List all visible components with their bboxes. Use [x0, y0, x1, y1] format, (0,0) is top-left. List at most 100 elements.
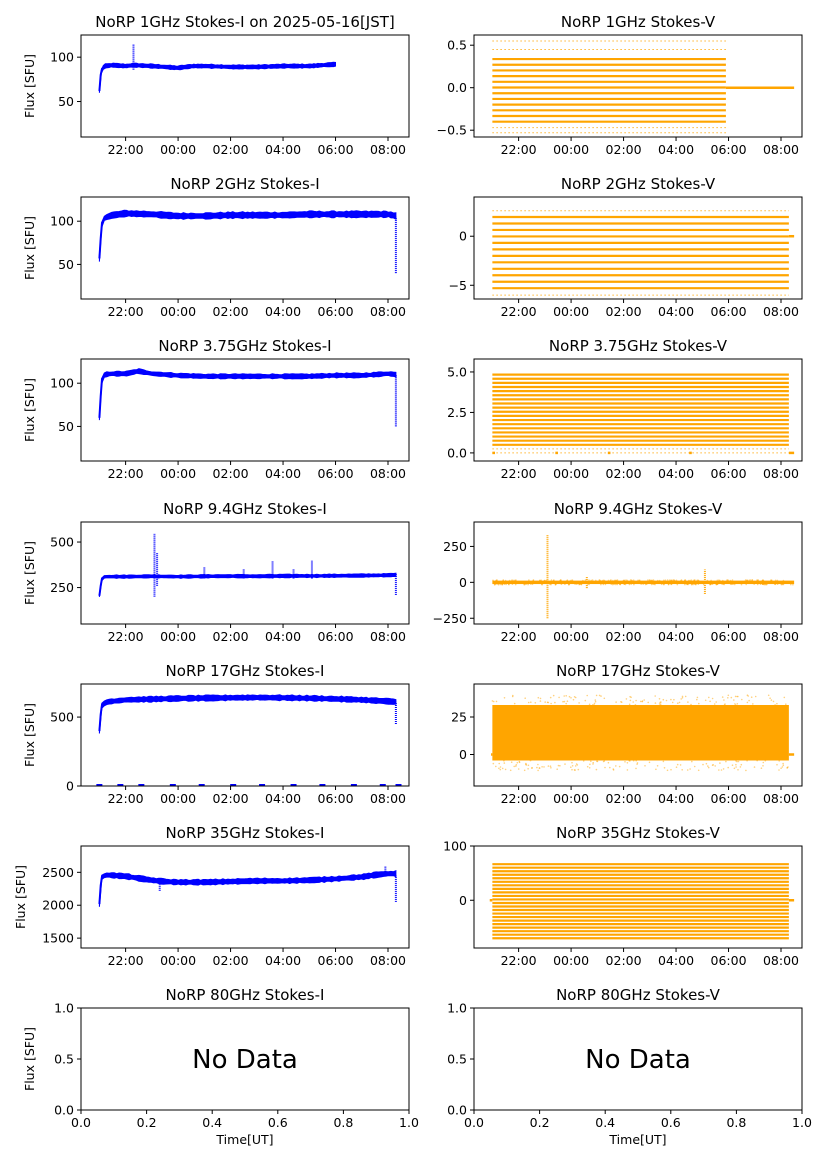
series-point — [618, 583, 621, 585]
series-0 — [492, 579, 795, 586]
y-tick-label: 2000 — [42, 898, 74, 913]
series-point — [739, 766, 742, 768]
series-point — [707, 766, 710, 769]
series-point — [753, 766, 756, 768]
series-point — [698, 702, 700, 705]
series-point — [782, 579, 785, 582]
series-point — [771, 579, 773, 582]
series-point — [513, 765, 515, 768]
series-point — [740, 583, 743, 586]
series-point — [722, 579, 724, 582]
series-point — [625, 698, 628, 700]
series-point — [750, 696, 753, 698]
plot-area — [492, 373, 795, 455]
series-point — [559, 765, 561, 767]
series-point — [647, 701, 649, 704]
series-point — [648, 761, 651, 764]
series-point — [503, 697, 506, 699]
series-point — [721, 583, 723, 585]
y-tick-label: 0.0 — [447, 80, 467, 95]
series-point — [714, 765, 716, 767]
series-point — [632, 701, 634, 703]
x-tick-label: 06:00 — [711, 304, 747, 319]
series-0 — [98, 694, 397, 734]
series-point — [786, 767, 788, 769]
x-tick-label: 22:00 — [108, 466, 144, 481]
series-point — [549, 765, 552, 767]
series-point — [616, 583, 619, 586]
series-point — [610, 583, 613, 585]
plot-area — [492, 534, 795, 619]
series-point — [723, 699, 725, 701]
series-point — [762, 583, 764, 585]
series-point — [639, 579, 641, 582]
y-tick-label: 1500 — [42, 931, 74, 946]
series-point — [774, 579, 777, 582]
y-tick-label: −5 — [449, 278, 467, 293]
x-tick-label: 1.0 — [792, 1115, 812, 1130]
series-point — [678, 701, 681, 704]
x-tick-label: 04:00 — [265, 142, 301, 157]
series-point — [511, 583, 514, 585]
series-point — [640, 583, 642, 585]
x-tick-label: 0.4 — [202, 1115, 222, 1130]
series-point — [694, 579, 696, 581]
series-line — [98, 63, 336, 91]
series-point — [525, 763, 527, 766]
series-point — [607, 579, 610, 582]
series-band — [98, 694, 397, 734]
series-point — [706, 579, 709, 582]
series-point — [582, 579, 584, 582]
series-point — [662, 760, 665, 763]
panel-80ghz-v: 0.0 0.2 0.4 0.6 0.8 1.0 0.0 0.5 1.0 NoRP 80GHz St… — [447, 986, 812, 1147]
series-point — [679, 764, 682, 766]
series-point — [782, 583, 784, 585]
x-tick-label: 00:00 — [160, 629, 196, 644]
series-point — [603, 697, 606, 700]
panel-2ghz-i: 22:00 00:00 02:00 04:00 06:00 08:00 50 100 NoRP … — [22, 175, 410, 319]
x-tick-label: 02:00 — [606, 304, 642, 319]
x-tick-label: 1.0 — [399, 1115, 419, 1130]
series-point — [731, 583, 733, 586]
series-point — [759, 583, 762, 585]
series-point — [527, 701, 530, 704]
series-point — [570, 766, 572, 768]
series-point — [752, 703, 754, 705]
series-point — [571, 579, 574, 581]
series-point — [539, 579, 541, 582]
series-point — [505, 583, 507, 586]
series-point — [595, 694, 598, 697]
series-point — [737, 760, 740, 763]
plot-area — [489, 863, 795, 940]
series-point — [503, 583, 506, 585]
series-point — [660, 583, 663, 586]
series-point — [615, 579, 617, 582]
x-tick-label: 0.4 — [595, 1115, 615, 1130]
panel-title: NoRP 9.4GHz Stokes-V — [554, 500, 723, 518]
series-point — [552, 694, 555, 697]
panel-17ghz-i: 22:00 00:00 02:00 04:00 06:00 08:00 0 500 NoRP 1… — [22, 662, 410, 806]
y-axis-label: Flux [SFU] — [13, 865, 28, 929]
y-tick-label: 0.0 — [447, 445, 467, 460]
series-0 — [98, 368, 397, 421]
x-tick-label: 08:00 — [763, 791, 799, 806]
panel-94ghz-i: 22:00 00:00 02:00 04:00 06:00 08:00 250 500 NoRP… — [22, 500, 410, 644]
series-point — [756, 759, 758, 762]
panel-title: NoRP 2GHz Stokes-V — [561, 175, 716, 193]
x-tick-label: 04:00 — [265, 304, 301, 319]
series-point — [727, 694, 730, 697]
series-point — [537, 769, 539, 772]
series-point — [590, 579, 592, 582]
y-tick-label: 100 — [50, 376, 74, 391]
plot-area — [492, 210, 795, 296]
series-point — [590, 760, 592, 763]
y-axis-label: Flux [SFU] — [22, 54, 37, 118]
series-point — [737, 695, 739, 698]
series-point — [785, 703, 787, 705]
series-point — [550, 767, 552, 769]
series-point — [574, 583, 576, 585]
series-point — [618, 765, 621, 768]
series-point — [518, 760, 521, 763]
series-point — [734, 703, 736, 705]
series-point — [689, 579, 691, 582]
